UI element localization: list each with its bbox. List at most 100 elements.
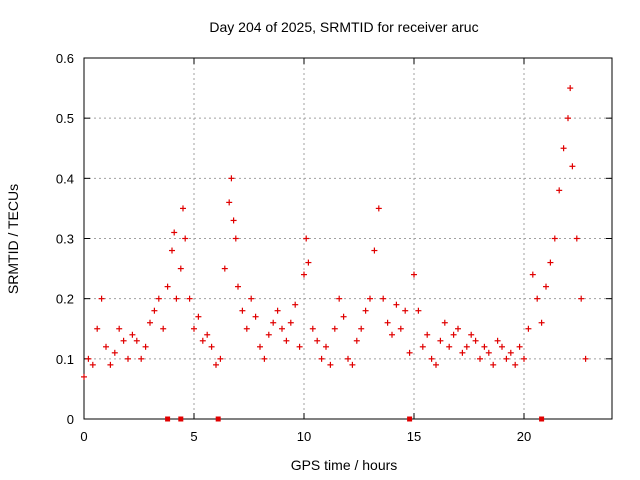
- plot-area-frame: [83, 57, 613, 420]
- data-point: [393, 301, 400, 308]
- data-point: [169, 247, 175, 254]
- data-point: [257, 343, 263, 350]
- data-point: [455, 325, 461, 332]
- x-tick-label: 15: [407, 429, 421, 444]
- data-point: [164, 283, 171, 290]
- data-point: [261, 355, 268, 362]
- data-point: [177, 265, 184, 272]
- data-point: [314, 337, 321, 344]
- data-point: [151, 307, 158, 314]
- data-point: [560, 145, 567, 152]
- data-point: [578, 295, 585, 302]
- grid-lines: [84, 58, 612, 419]
- data-point: [389, 331, 395, 338]
- data-point: [252, 313, 259, 320]
- data-point: [287, 319, 294, 326]
- data-point: [89, 361, 96, 368]
- data-point: [362, 307, 369, 314]
- data-point: [303, 235, 310, 242]
- data-point: [521, 355, 527, 362]
- data-point: [142, 343, 149, 350]
- data-point: [556, 187, 563, 194]
- data-point: [191, 325, 197, 332]
- data-point: [384, 319, 391, 326]
- data-point: [446, 343, 453, 350]
- data-point: [499, 343, 505, 350]
- data-point: [265, 331, 272, 338]
- x-tick-label: 10: [297, 429, 311, 444]
- data-point: [415, 307, 422, 314]
- data-point: [551, 235, 558, 242]
- data-point: [331, 325, 338, 332]
- axis-ticks: 0 0.1 0.2 0.3 0.4 0.5 0.6 0 5 10 15 20: [56, 51, 612, 444]
- data-point: [195, 313, 202, 320]
- data-point: [116, 325, 123, 332]
- data-point: [226, 199, 233, 206]
- data-point: [424, 331, 431, 338]
- data-point: [569, 163, 576, 170]
- data-point: [441, 319, 448, 326]
- data-point: [516, 343, 523, 350]
- data-point: [503, 355, 510, 362]
- axis-marker: [178, 416, 184, 422]
- data-point: [567, 85, 574, 92]
- data-point: [450, 331, 457, 338]
- data-point: [547, 259, 554, 266]
- data-point: [81, 373, 87, 380]
- data-point: [204, 331, 211, 338]
- data-point: [239, 307, 246, 314]
- data-point: [358, 325, 365, 332]
- data-point: [129, 331, 136, 338]
- data-point: [375, 205, 382, 212]
- data-point: [582, 355, 589, 362]
- axis-marker: [407, 416, 413, 422]
- data-point: [353, 337, 360, 344]
- data-point: [283, 337, 290, 344]
- x-axis-label: GPS time / hours: [291, 457, 398, 473]
- data-point: [512, 361, 519, 368]
- data-point: [433, 361, 439, 368]
- data-point: [133, 337, 140, 344]
- data-point: [173, 295, 180, 302]
- axis-marker: [165, 416, 171, 422]
- data-point: [296, 343, 303, 350]
- data-point: [323, 343, 329, 350]
- x-tick-label: 5: [190, 429, 197, 444]
- y-tick-label: 0.4: [56, 171, 74, 186]
- data-point: [98, 295, 105, 302]
- data-point: [235, 283, 241, 290]
- data-point: [402, 307, 409, 314]
- data-point: [406, 349, 413, 356]
- data-point: [230, 217, 237, 224]
- y-tick-label: 0.3: [56, 232, 74, 247]
- data-point: [305, 259, 312, 266]
- data-point: [371, 247, 378, 254]
- data-point: [279, 325, 285, 332]
- chart-title: Day 204 of 2025, SRMTID for receiver aru…: [209, 19, 478, 35]
- data-point: [485, 349, 492, 356]
- data-point: [463, 343, 470, 350]
- data-point: [543, 283, 549, 290]
- data-point: [248, 295, 255, 302]
- data-point: [327, 361, 334, 368]
- data-point: [160, 325, 167, 332]
- data-point: [318, 355, 325, 362]
- data-point: [217, 355, 224, 362]
- data-point: [186, 295, 193, 302]
- data-point: [147, 319, 153, 326]
- x-tick-label: 0: [80, 429, 87, 444]
- data-point: [494, 337, 501, 344]
- data-point: [208, 343, 215, 350]
- y-tick-label: 0.5: [56, 111, 74, 126]
- data-point: [481, 343, 488, 350]
- data-point: [336, 295, 343, 302]
- data-point: [490, 361, 497, 368]
- data-point: [111, 349, 118, 356]
- data-point: [459, 349, 466, 356]
- data-point: [120, 337, 127, 344]
- y-tick-label: 0.6: [56, 51, 74, 66]
- data-point: [85, 355, 92, 362]
- y-tick-label: 0: [67, 412, 74, 427]
- data-point: [171, 229, 178, 236]
